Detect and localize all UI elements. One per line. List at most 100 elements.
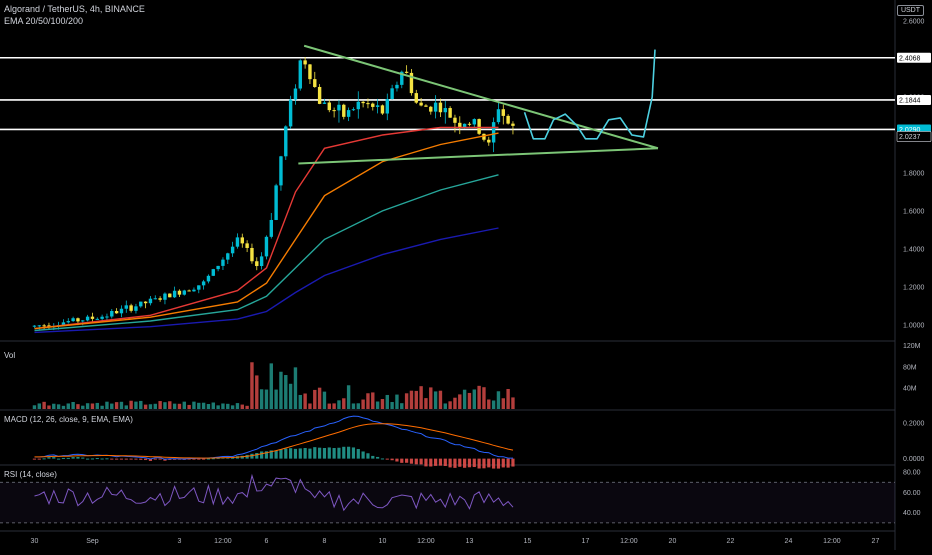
macd-hist-bar bbox=[298, 448, 302, 459]
macd-hist-bar bbox=[187, 458, 191, 460]
time-tick-label: 8 bbox=[322, 538, 326, 545]
volume-bar bbox=[216, 405, 220, 409]
candle-body bbox=[317, 86, 322, 104]
volume-bar bbox=[110, 403, 114, 409]
symbol-title: Algorand / TetherUS, 4h, BINANCE bbox=[4, 4, 145, 14]
volume-bar bbox=[496, 391, 501, 409]
volume-bar bbox=[114, 402, 119, 409]
candle-body bbox=[298, 60, 302, 89]
volume-bar bbox=[419, 386, 423, 409]
volume-bar bbox=[269, 363, 273, 409]
volume-bar bbox=[119, 401, 124, 409]
volume-bar bbox=[32, 405, 37, 409]
candle-body bbox=[259, 256, 264, 267]
macd-hist-bar bbox=[487, 458, 491, 468]
macd-hist-bar bbox=[303, 448, 307, 459]
macd-hist-bar bbox=[124, 458, 128, 460]
volume-bar bbox=[42, 401, 46, 409]
macd-hist-bar bbox=[429, 458, 433, 467]
price-tick-label: 1.8000 bbox=[903, 170, 925, 177]
price-label-box bbox=[897, 52, 931, 63]
candle-body bbox=[66, 321, 70, 323]
candle-body bbox=[245, 243, 249, 248]
rsi-tick-label: 80.00 bbox=[903, 470, 921, 477]
volume-bar bbox=[129, 400, 133, 409]
candle-body bbox=[264, 236, 269, 257]
candle-body bbox=[308, 64, 312, 80]
macd-hist-bar bbox=[458, 458, 462, 467]
volume-bar bbox=[293, 367, 298, 409]
volume-bar bbox=[346, 385, 351, 409]
macd-hist-bar bbox=[81, 457, 85, 459]
candle-body bbox=[240, 237, 244, 244]
macd-hist-bar bbox=[119, 458, 124, 460]
volume-bar bbox=[226, 403, 230, 409]
macd-hist-bar bbox=[153, 458, 157, 460]
macd-hist-bar bbox=[434, 458, 438, 466]
candle-body bbox=[110, 311, 114, 317]
macd-hist-bar bbox=[463, 458, 467, 468]
currency-badge[interactable]: USDT bbox=[896, 5, 924, 16]
macd-hist-bar bbox=[511, 458, 515, 467]
macd-hist-bar bbox=[52, 457, 56, 459]
macd-hist-bar bbox=[501, 458, 505, 468]
macd-line bbox=[34, 415, 513, 460]
macd-hist-bar bbox=[105, 458, 109, 460]
volume-bar bbox=[414, 390, 418, 409]
candle-body bbox=[124, 305, 128, 309]
candle-body bbox=[342, 104, 346, 117]
volume-bar bbox=[380, 399, 385, 409]
volume-bar bbox=[467, 392, 472, 409]
price-tick-label: 1.4000 bbox=[903, 246, 925, 253]
triangle-lower-line bbox=[298, 147, 658, 165]
time-tick-label: 13 bbox=[466, 538, 474, 545]
volume-bar bbox=[201, 402, 206, 409]
volume-bar bbox=[351, 403, 356, 409]
candle-body bbox=[438, 102, 443, 113]
rsi-line bbox=[34, 473, 514, 512]
candle-body bbox=[201, 281, 206, 286]
volume-bar bbox=[308, 403, 312, 409]
macd-hist-bar bbox=[71, 457, 75, 459]
macd-hist-bar bbox=[211, 458, 215, 460]
macd-hist-bar bbox=[245, 454, 249, 459]
volume-bar bbox=[47, 405, 51, 409]
macd-hist-bar bbox=[472, 458, 476, 468]
macd-hist-bar bbox=[289, 448, 293, 459]
macd-hist-bar bbox=[129, 458, 133, 460]
candle-body bbox=[462, 123, 467, 128]
time-tick-label: 24 bbox=[785, 538, 793, 545]
macd-hist-bar bbox=[453, 458, 457, 468]
macd-hist-bar bbox=[395, 458, 399, 462]
candle-body bbox=[458, 122, 462, 128]
macd-hist-bar bbox=[496, 458, 501, 469]
macd-hist-bar bbox=[351, 447, 356, 459]
volume-bar bbox=[66, 403, 70, 409]
candle-body bbox=[332, 110, 336, 112]
volume-bar bbox=[182, 401, 186, 409]
volume-bars bbox=[32, 362, 515, 409]
candle-body bbox=[380, 105, 385, 114]
volume-bar bbox=[356, 403, 360, 409]
macd-hist-bar bbox=[148, 458, 153, 461]
candle-body bbox=[400, 71, 404, 85]
volume-bar bbox=[250, 362, 254, 409]
candle-body bbox=[81, 320, 85, 322]
volume-bar bbox=[298, 394, 302, 409]
macd-hist-bar bbox=[47, 457, 51, 459]
price-label-text: 2.1844 bbox=[899, 97, 921, 104]
volume-bar bbox=[342, 398, 346, 409]
macd-hist-bar bbox=[371, 455, 375, 459]
candle-body bbox=[197, 285, 201, 290]
macd-hist-bar bbox=[173, 458, 177, 460]
volume-bar bbox=[404, 393, 409, 409]
macd-hist-bar bbox=[366, 453, 370, 459]
volume-bar bbox=[462, 389, 467, 409]
candle-body bbox=[71, 318, 75, 322]
volume-bar bbox=[390, 402, 394, 409]
candle-body bbox=[192, 289, 196, 292]
candle-body bbox=[351, 109, 356, 111]
time-tick-label: 12:00 bbox=[823, 538, 841, 545]
